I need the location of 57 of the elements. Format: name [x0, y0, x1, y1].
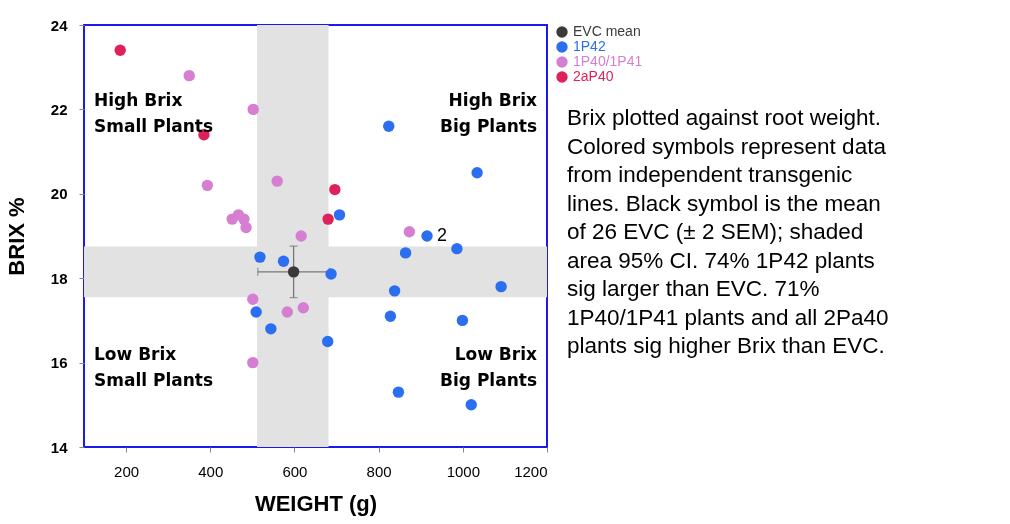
point: [114, 44, 126, 57]
point: [421, 230, 433, 242]
point: [322, 335, 334, 348]
point: [495, 280, 507, 293]
point: [247, 103, 259, 116]
point: [240, 221, 252, 234]
point: [281, 306, 293, 318]
point: [471, 167, 483, 179]
x-tick-label: 1000: [446, 462, 481, 480]
x-tick-label: 600: [282, 462, 308, 480]
point: [456, 314, 469, 327]
point: [392, 386, 405, 398]
point: [329, 183, 341, 196]
x-tick-label: 1200: [514, 462, 548, 480]
annotation: High Brix Big Plants: [440, 90, 538, 136]
point: [451, 242, 463, 255]
y-tick-label: 24: [50, 16, 69, 34]
point: [247, 356, 259, 369]
point: [254, 251, 266, 263]
point: [325, 268, 337, 280]
legend-label: 1P40/1P41: [573, 53, 643, 69]
point: [383, 120, 395, 132]
annotation: Low Brix Small Plants: [94, 344, 214, 390]
y-tick-label: 22: [50, 100, 68, 118]
point: [384, 310, 397, 322]
y-tick-label: 20: [50, 185, 68, 203]
y-tick-label: 16: [50, 354, 68, 372]
annotation: 2: [437, 225, 448, 245]
annotation: Low Brix Big Plants: [440, 344, 538, 390]
text: Brix plotted against root weight. Colored symbols represent data from independent transgenic lines. Black symbol is the mean of 26 EVC (± 2 SEM); shaded area 95% CI. 74% 1P42 plants sig larger than EVC. 71% 1P40/1P41 plants and all 2Pa40 plants sig higher Brix than EVC.: [567, 105, 889, 358]
x-axis-title: WEIGHT (g): [254, 490, 378, 516]
point: [403, 226, 416, 238]
legend-label: 1P42: [573, 38, 606, 54]
point: [247, 293, 259, 305]
x-tick-label: 400: [198, 462, 224, 480]
point: [277, 255, 290, 268]
legend-label: EVC mean: [573, 23, 641, 39]
point: [297, 302, 309, 314]
annotation: High Brix Small Plants: [94, 90, 214, 136]
legend-label: 2aP40: [573, 68, 614, 84]
point: [287, 266, 300, 278]
point: [250, 306, 262, 318]
point: [399, 247, 412, 259]
point: [265, 323, 277, 335]
y-axis-title: BRIX %: [3, 197, 29, 276]
y-tick-label: 14: [50, 438, 69, 456]
y-tick-label: 18: [50, 269, 68, 287]
point: [183, 69, 195, 82]
x-tick-label: 800: [366, 462, 392, 480]
point: [333, 209, 346, 221]
point: [388, 285, 401, 297]
x-tick-label: 200: [114, 462, 140, 480]
point: [201, 179, 214, 192]
point: [271, 175, 283, 187]
point: [295, 230, 307, 242]
point: [465, 399, 477, 411]
point: [322, 213, 334, 225]
